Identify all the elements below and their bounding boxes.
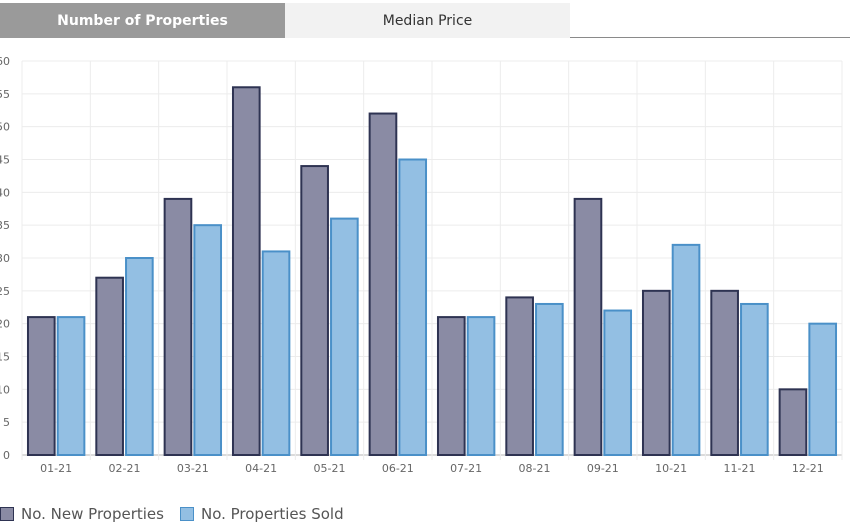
bar-properties-sold bbox=[56, 316, 86, 456]
bar-new-properties bbox=[778, 388, 808, 457]
bar-new-properties bbox=[368, 112, 398, 457]
x-tick-label: 11-21 bbox=[724, 462, 756, 475]
x-tick-label: 05-21 bbox=[314, 462, 346, 475]
legend-item-new-properties[interactable]: No. New Properties bbox=[0, 505, 164, 523]
bar-new-properties bbox=[231, 86, 261, 457]
y-tick-label: 40 bbox=[0, 186, 10, 199]
bar-new-properties bbox=[26, 316, 56, 456]
bar-new-properties bbox=[710, 289, 739, 456]
bar-properties-sold bbox=[398, 158, 428, 456]
bar-properties-sold bbox=[671, 243, 701, 456]
legend-swatch-new-properties bbox=[0, 507, 14, 521]
legend-label-properties-sold: No. Properties Sold bbox=[200, 505, 344, 523]
bar-properties-sold bbox=[193, 224, 223, 456]
bar-new-properties bbox=[95, 276, 124, 456]
bar-new-properties bbox=[436, 316, 466, 456]
x-tick-label: 08-21 bbox=[519, 462, 551, 475]
bar-properties-sold bbox=[740, 302, 769, 457]
bar-properties-sold bbox=[535, 302, 564, 457]
y-tick-label: 35 bbox=[0, 219, 10, 232]
x-tick-label: 02-21 bbox=[109, 462, 141, 475]
y-tick-label: 0 bbox=[3, 449, 10, 462]
x-tick-label: 01-21 bbox=[40, 462, 72, 475]
tab-median-price[interactable]: Median Price bbox=[285, 3, 570, 38]
tab-bar: Number of Properties Median Price bbox=[0, 0, 850, 38]
y-tick-label: 15 bbox=[0, 351, 10, 364]
bar-properties-sold bbox=[466, 316, 496, 456]
bar-properties-sold bbox=[330, 217, 359, 456]
x-tick-label: 12-21 bbox=[792, 462, 824, 475]
bar-chart: 0 5 10 15 20 25 30 35 40 45 50 55 60 01-21 02-21 03-21 0… bbox=[0, 55, 843, 475]
bar-properties-sold bbox=[261, 250, 291, 456]
y-tick-label: 30 bbox=[0, 252, 10, 265]
legend-swatch-properties-sold bbox=[179, 507, 194, 521]
bar-properties-sold bbox=[125, 257, 154, 456]
x-tick-label: 04-21 bbox=[245, 462, 277, 475]
y-tick-label: 20 bbox=[0, 318, 10, 331]
chart-legend: No. New Properties No. Properties Sold bbox=[0, 503, 360, 525]
bar-properties-sold bbox=[808, 322, 838, 456]
bar-new-properties bbox=[505, 296, 534, 456]
y-tick-label: 45 bbox=[0, 154, 10, 167]
x-tick-label: 06-21 bbox=[382, 462, 414, 475]
y-tick-label: 50 bbox=[0, 121, 10, 134]
bar-properties-sold bbox=[603, 309, 633, 456]
bar-new-properties bbox=[641, 289, 671, 456]
x-tick-label: 10-21 bbox=[655, 462, 687, 475]
bar-new-properties bbox=[300, 165, 329, 456]
y-tick-label: 10 bbox=[0, 383, 10, 396]
x-tick-label: 09-21 bbox=[587, 462, 619, 475]
y-tick-label: 55 bbox=[0, 88, 10, 101]
y-tick-label: 5 bbox=[3, 416, 10, 429]
x-tick-label: 03-21 bbox=[177, 462, 209, 475]
bar-new-properties bbox=[163, 197, 193, 456]
y-tick-label: 60 bbox=[0, 55, 10, 68]
legend-item-properties-sold[interactable]: No. Properties Sold bbox=[179, 505, 344, 523]
bar-new-properties bbox=[573, 197, 603, 456]
tab-number-of-properties[interactable]: Number of Properties bbox=[0, 3, 285, 38]
legend-label-new-properties: No. New Properties bbox=[21, 505, 164, 523]
y-tick-label: 25 bbox=[0, 285, 10, 298]
x-tick-label: 07-21 bbox=[450, 462, 482, 475]
